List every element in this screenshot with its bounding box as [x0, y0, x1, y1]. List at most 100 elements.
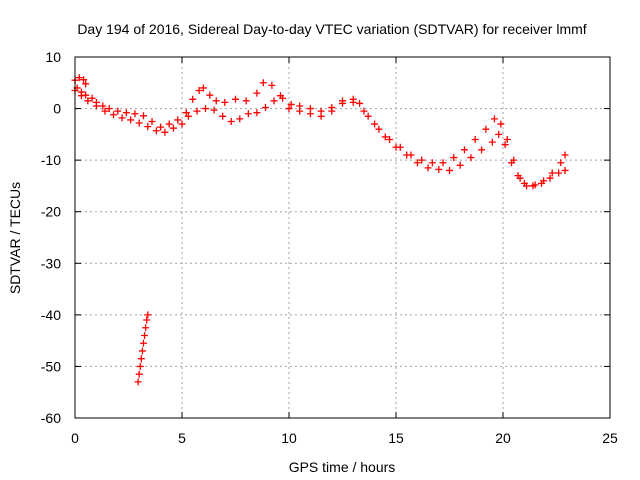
y-tick-label: -40 — [41, 307, 61, 323]
data-point — [287, 100, 295, 108]
data-point — [210, 106, 218, 114]
data-point — [508, 159, 516, 167]
data-point — [232, 95, 239, 103]
data-point — [182, 109, 190, 117]
data-point — [279, 94, 287, 102]
data-point — [386, 136, 394, 144]
data-point — [557, 159, 565, 167]
data-point — [206, 91, 214, 99]
data-point — [189, 95, 197, 103]
y-tick-label: -10 — [41, 152, 61, 168]
plot-frame — [74, 56, 611, 419]
grid — [75, 57, 610, 418]
data-point — [131, 110, 139, 118]
data-point — [349, 98, 357, 106]
data-point — [501, 141, 509, 149]
data-point — [561, 166, 569, 174]
data-point — [84, 97, 92, 105]
data-point — [403, 151, 411, 159]
data-point — [174, 116, 182, 124]
data-point — [253, 109, 261, 117]
data-point — [80, 76, 88, 84]
data-point — [460, 146, 468, 154]
data-point — [514, 172, 522, 180]
data-point — [165, 120, 173, 128]
data-point — [236, 115, 244, 123]
axis-ticks — [74, 56, 611, 419]
data-point — [227, 117, 235, 125]
data-point — [101, 107, 109, 115]
data-point — [482, 125, 490, 133]
data-point — [135, 370, 143, 378]
data-point — [439, 159, 447, 167]
data-point — [202, 105, 210, 113]
tick-labels: 0 5 10 15 20 25 10 0 -10 -20 -30 -40 -50 -60 — [41, 49, 618, 446]
data-point — [418, 156, 426, 164]
x-tick-label: 5 — [178, 430, 186, 446]
data-point — [503, 136, 511, 144]
x-tick-label: 25 — [602, 430, 618, 446]
series-group — [134, 311, 152, 386]
chart-title: Day 194 of 2016, Sidereal Day-to-day VTE… — [77, 21, 586, 37]
data-point — [144, 311, 152, 319]
data-point — [538, 179, 546, 187]
data-point — [317, 107, 325, 115]
data-point — [82, 80, 90, 88]
data-point — [193, 107, 201, 115]
y-axis-label: SDTVAR / TECUs — [7, 182, 23, 294]
data-point — [242, 97, 250, 105]
y-tick-label: -60 — [41, 410, 61, 426]
data-point — [221, 98, 229, 106]
data-point — [435, 165, 443, 173]
x-axis-label: GPS time / hours — [289, 459, 396, 475]
data-point — [105, 105, 113, 113]
data-point — [152, 127, 160, 135]
data-point — [195, 87, 203, 95]
data-point — [244, 110, 252, 118]
data-point — [114, 107, 122, 115]
data-point — [169, 124, 177, 132]
data-point — [381, 133, 389, 141]
data-point — [178, 120, 186, 128]
data-point — [212, 97, 220, 105]
series-group — [71, 87, 569, 190]
data-point — [561, 151, 569, 159]
data-point — [497, 120, 505, 128]
data-point — [328, 104, 336, 112]
data-point — [148, 117, 156, 125]
data-point — [471, 136, 479, 144]
data-point — [127, 116, 135, 124]
data-point — [546, 174, 554, 182]
data-point — [142, 324, 150, 332]
data-point — [456, 161, 464, 169]
data-point — [296, 102, 304, 110]
data-point — [92, 102, 100, 110]
data-point — [161, 128, 169, 136]
data-point — [306, 105, 314, 113]
data-point — [138, 347, 146, 355]
data-point — [356, 99, 364, 107]
data-point — [450, 154, 458, 162]
data-point — [75, 74, 83, 82]
data-point — [339, 97, 346, 105]
y-tick-label: -20 — [41, 204, 61, 220]
data-point — [110, 111, 118, 119]
data-point — [270, 97, 278, 105]
data-point — [555, 169, 563, 177]
data-point — [134, 378, 142, 386]
data-point — [360, 107, 368, 115]
y-tick-label: 10 — [45, 49, 61, 65]
data-point — [99, 102, 107, 110]
data-point — [77, 92, 85, 100]
data-point — [520, 179, 528, 187]
data-point — [268, 81, 276, 89]
y-tick-label: 0 — [53, 101, 61, 117]
data-point — [490, 115, 498, 123]
data-point — [392, 143, 400, 151]
data-point — [548, 169, 556, 177]
data-point — [413, 159, 421, 167]
data-point — [144, 123, 152, 131]
data-points — [71, 74, 569, 386]
data-point — [136, 362, 144, 370]
